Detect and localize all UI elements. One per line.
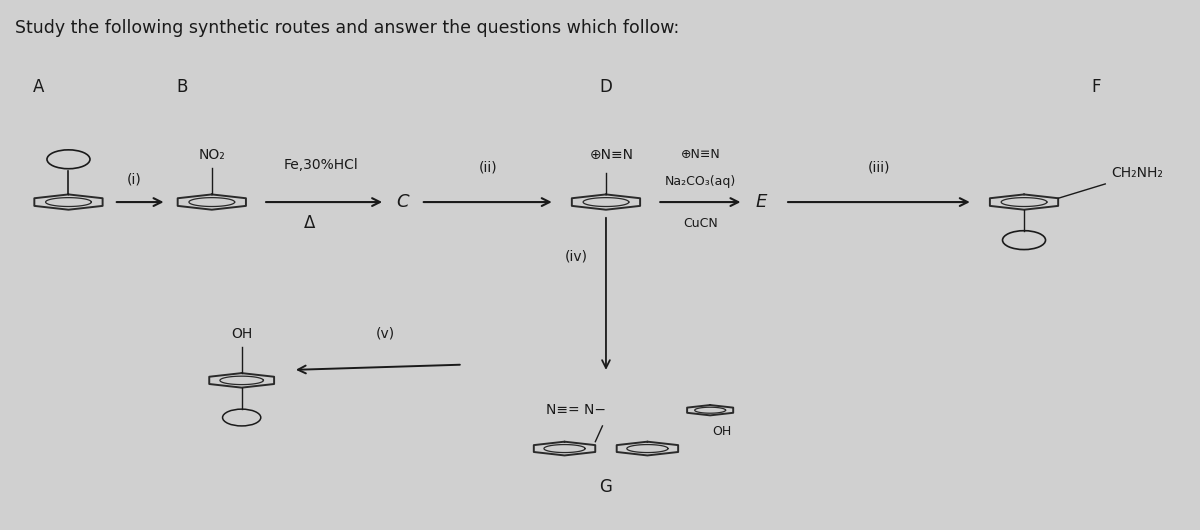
Text: B: B xyxy=(176,78,187,96)
Text: (v): (v) xyxy=(376,326,395,340)
Text: OH: OH xyxy=(713,425,732,438)
Text: F: F xyxy=(1091,78,1100,96)
Text: Δ: Δ xyxy=(304,214,314,232)
Text: OH: OH xyxy=(232,327,252,341)
Text: G: G xyxy=(600,478,612,496)
Text: (iii): (iii) xyxy=(868,161,890,175)
Text: (iv): (iv) xyxy=(565,250,588,264)
Text: C: C xyxy=(397,193,409,211)
Text: Na₂CO₃(aq): Na₂CO₃(aq) xyxy=(665,174,736,188)
Text: CuCN: CuCN xyxy=(683,217,718,229)
Text: N≡= N−: N≡= N− xyxy=(546,403,606,417)
Text: NO₂: NO₂ xyxy=(198,148,226,162)
Text: ⊕N≡N: ⊕N≡N xyxy=(590,148,634,162)
Text: Fe,30%HCl: Fe,30%HCl xyxy=(283,158,359,172)
Text: ⊕N≡N: ⊕N≡N xyxy=(680,148,720,161)
Text: E: E xyxy=(756,193,767,211)
Text: Study the following synthetic routes and answer the questions which follow:: Study the following synthetic routes and… xyxy=(14,19,679,37)
Text: (ii): (ii) xyxy=(479,161,497,175)
Text: A: A xyxy=(32,78,44,96)
Text: (i): (i) xyxy=(127,172,142,187)
Text: CH₂NH₂: CH₂NH₂ xyxy=(1111,166,1163,180)
Text: D: D xyxy=(600,78,612,96)
